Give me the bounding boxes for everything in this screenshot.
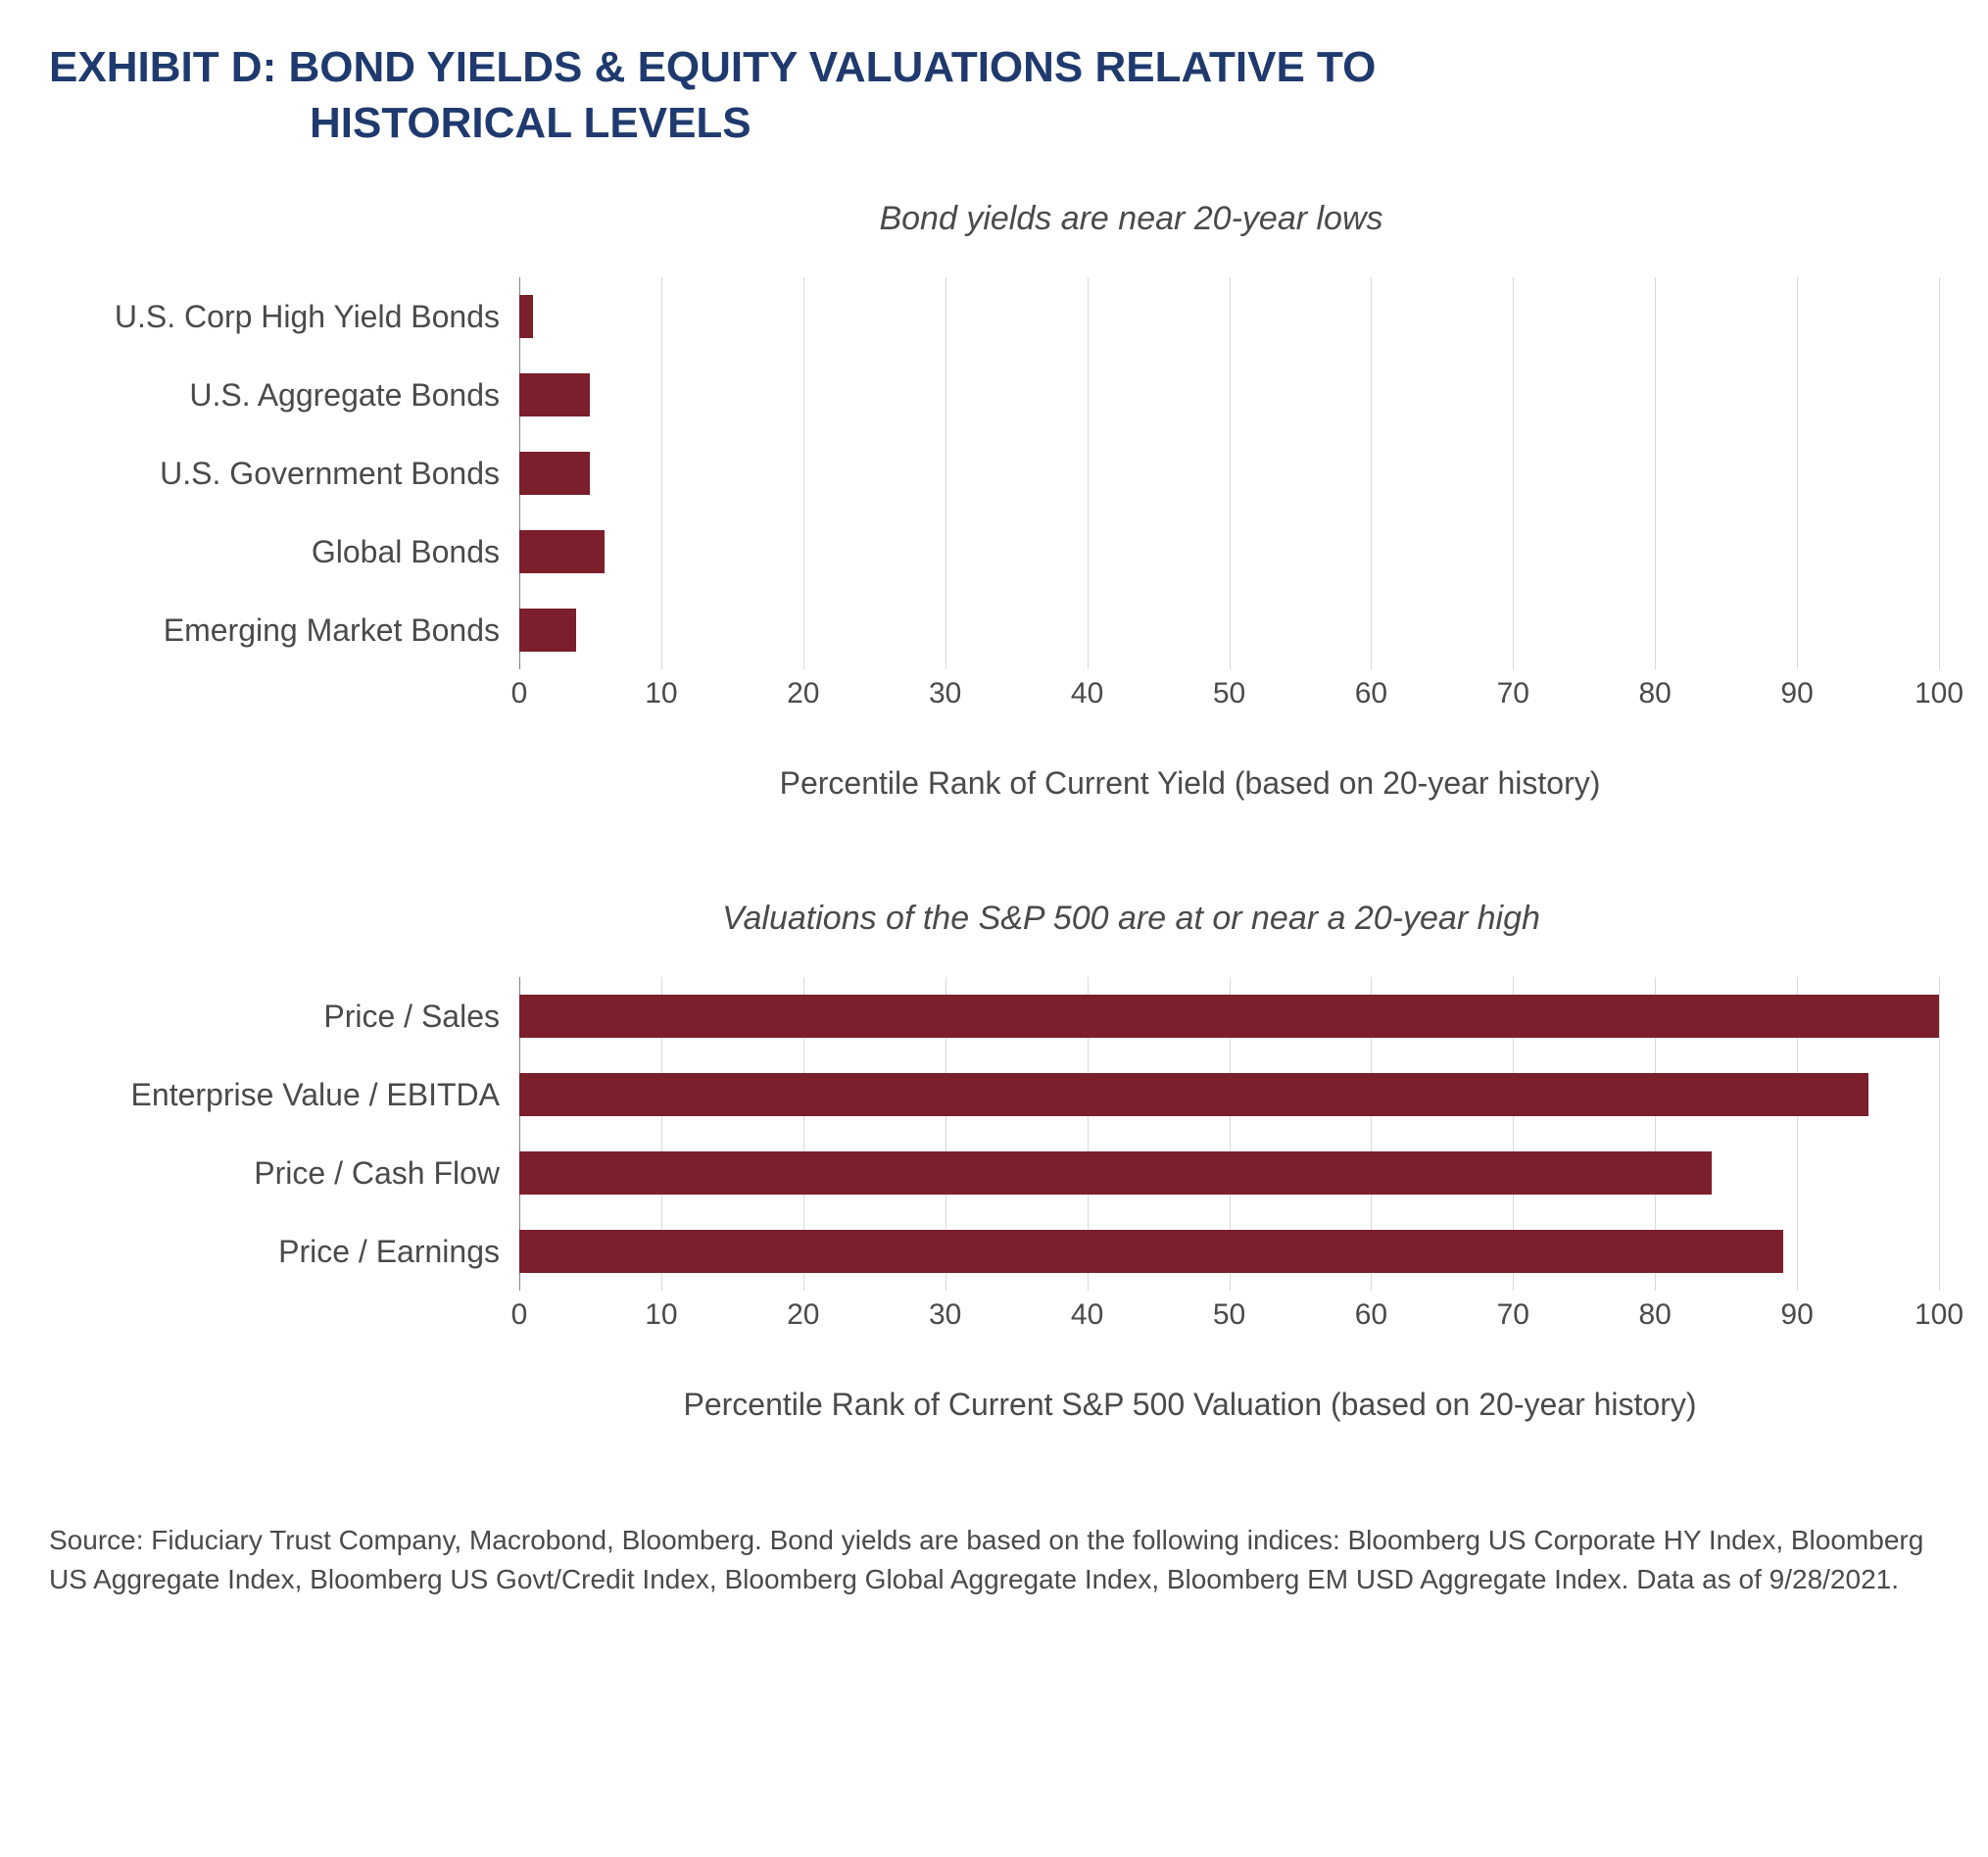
axis-tick-label: 90 — [1780, 677, 1813, 710]
chart1-axis-label: Percentile Rank of Current Yield (based … — [49, 765, 1939, 802]
gridline — [1939, 277, 1940, 669]
chart1-subtitle: Bond yields are near 20-year lows — [49, 200, 1939, 238]
chart-row: Price / Cash Flow — [49, 1134, 1939, 1212]
chart-category-label: Price / Cash Flow — [49, 1155, 519, 1192]
chart-row: Price / Earnings — [49, 1212, 1939, 1291]
chart2-plot: Price / Sales Enterprise Value / EBITDA Pr… — [49, 977, 1939, 1291]
chart-bar-area — [519, 434, 1939, 513]
chart2-axis: 0102030405060708090100 — [49, 1298, 1939, 1338]
axis-tick-label: 40 — [1071, 1298, 1103, 1332]
chart-row: U.S. Government Bonds — [49, 434, 1939, 513]
axis-tick-label: 100 — [1915, 1298, 1964, 1332]
chart-bar-area — [519, 1055, 1939, 1134]
chart1-axis: 0102030405060708090100 — [49, 677, 1939, 716]
chart-bar — [519, 452, 590, 495]
axis-tick-label: 50 — [1213, 677, 1245, 710]
chart-bar-area — [519, 977, 1939, 1055]
chart-category-label: Price / Sales — [49, 999, 519, 1035]
title-line-2: HISTORICAL LEVELS — [49, 95, 1939, 151]
axis-tick-label: 30 — [929, 1298, 961, 1332]
axis-tick-label: 60 — [1355, 1298, 1387, 1332]
chart-bar — [519, 995, 1939, 1038]
chart-row: U.S. Corp High Yield Bonds — [49, 277, 1939, 356]
chart2-axis-label: Percentile Rank of Current S&P 500 Valua… — [49, 1387, 1939, 1423]
axis-tick-label: 70 — [1497, 1298, 1529, 1332]
chart-bar — [519, 373, 590, 416]
chart-category-label: U.S. Aggregate Bonds — [49, 377, 519, 414]
axis-tick-label: 30 — [929, 677, 961, 710]
chart-bond-yields: Bond yields are near 20-year lows U.S. C… — [49, 200, 1939, 802]
chart1-plot: U.S. Corp High Yield Bonds U.S. Aggregate… — [49, 277, 1939, 669]
axis-tick-label: 100 — [1915, 677, 1964, 710]
chart2-axis-ticks: 0102030405060708090100 — [519, 1298, 1939, 1338]
gridline — [1939, 977, 1940, 1291]
axis-tick-label: 20 — [787, 677, 819, 710]
axis-tick-label: 40 — [1071, 677, 1103, 710]
chart1-axis-ticks: 0102030405060708090100 — [519, 677, 1939, 716]
axis-tick-label: 60 — [1355, 677, 1387, 710]
axis-tick-label: 0 — [511, 677, 528, 710]
axis-tick-label: 50 — [1213, 1298, 1245, 1332]
chart2-subtitle: Valuations of the S&P 500 are at or near… — [49, 900, 1939, 938]
chart-bar-area — [519, 277, 1939, 356]
chart-bar-area — [519, 356, 1939, 434]
chart-row: Global Bonds — [49, 513, 1939, 591]
chart-category-label: Emerging Market Bonds — [49, 612, 519, 649]
axis-tick-label: 70 — [1497, 677, 1529, 710]
axis-tick-label: 20 — [787, 1298, 819, 1332]
chart-bar-area — [519, 1212, 1939, 1291]
chart-bar — [519, 1073, 1868, 1116]
source-note: Source: Fiduciary Trust Company, Macrobo… — [49, 1521, 1939, 1597]
chart-bar-area — [519, 513, 1939, 591]
chart-bar — [519, 1230, 1783, 1273]
chart-sp500-valuations: Valuations of the S&P 500 are at or near… — [49, 900, 1939, 1423]
chart-bar — [519, 295, 533, 338]
axis-tick-label: 90 — [1780, 1298, 1813, 1332]
axis-tick-label: 10 — [645, 1298, 677, 1332]
chart-bar-area — [519, 591, 1939, 669]
chart-category-label: Enterprise Value / EBITDA — [49, 1077, 519, 1113]
chart-bar-area — [519, 1134, 1939, 1212]
chart-row: Price / Sales — [49, 977, 1939, 1055]
chart-bar — [519, 530, 605, 573]
chart-category-label: U.S. Corp High Yield Bonds — [49, 299, 519, 335]
chart-bar — [519, 1151, 1712, 1195]
chart-bar — [519, 609, 576, 652]
axis-tick-label: 80 — [1639, 1298, 1672, 1332]
exhibit-title: EXHIBIT D: BOND YIELDS & EQUITY VALUATIO… — [49, 39, 1939, 151]
axis-tick-label: 10 — [645, 677, 677, 710]
chart-row: Emerging Market Bonds — [49, 591, 1939, 669]
chart-row: U.S. Aggregate Bonds — [49, 356, 1939, 434]
title-line-1: EXHIBIT D: BOND YIELDS & EQUITY VALUATIO… — [49, 43, 1376, 91]
chart-category-label: U.S. Government Bonds — [49, 456, 519, 492]
axis-tick-label: 80 — [1639, 677, 1672, 710]
axis-tick-label: 0 — [511, 1298, 528, 1332]
chart-category-label: Price / Earnings — [49, 1234, 519, 1270]
chart-row: Enterprise Value / EBITDA — [49, 1055, 1939, 1134]
chart-category-label: Global Bonds — [49, 534, 519, 570]
